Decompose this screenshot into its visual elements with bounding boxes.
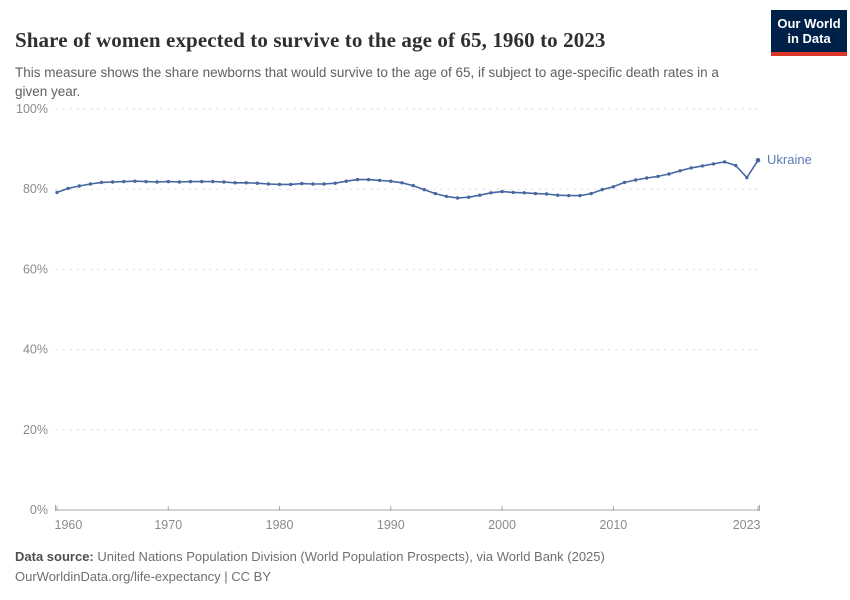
chart-canvas[interactable]: 0% 20% 40% 60% 80% 100% 1960 1970 1980 1990 2000 20… xyxy=(0,95,850,545)
data-point[interactable] xyxy=(734,163,738,168)
data-point[interactable] xyxy=(455,196,460,200)
data-point[interactable] xyxy=(222,180,226,184)
data-point[interactable] xyxy=(722,160,727,164)
data-point[interactable] xyxy=(700,164,705,168)
data-point[interactable] xyxy=(88,182,93,186)
y-tick-label: 40% xyxy=(23,343,48,357)
data-point[interactable] xyxy=(755,158,761,163)
data-point[interactable] xyxy=(211,179,215,184)
data-point[interactable] xyxy=(467,195,471,199)
data-point[interactable] xyxy=(444,194,449,199)
series-label-ukraine[interactable]: Ukraine xyxy=(767,152,812,168)
data-point[interactable] xyxy=(578,193,582,198)
data-point[interactable] xyxy=(711,162,716,166)
data-point[interactable] xyxy=(656,174,660,179)
data-point[interactable] xyxy=(133,179,137,183)
data-point[interactable] xyxy=(667,172,671,176)
data-point[interactable] xyxy=(266,182,271,186)
data-point[interactable] xyxy=(200,179,204,184)
data-point[interactable] xyxy=(533,191,538,196)
series-path[interactable] xyxy=(56,159,759,199)
data-point[interactable] xyxy=(478,193,482,197)
chart-footer: Data source: United Nations Population D… xyxy=(15,547,835,586)
data-point[interactable] xyxy=(277,182,282,187)
data-point[interactable] xyxy=(177,180,182,184)
data-point[interactable] xyxy=(99,180,104,185)
license-link-line[interactable]: OurWorldinData.org/life-expectancy | CC … xyxy=(15,568,272,584)
data-point[interactable] xyxy=(689,166,693,170)
x-tick-label: 1970 xyxy=(154,518,182,532)
data-point[interactable] xyxy=(188,179,193,184)
data-point[interactable] xyxy=(122,179,126,184)
data-point[interactable] xyxy=(645,176,649,180)
data-point[interactable] xyxy=(422,187,426,192)
data-point[interactable] xyxy=(166,179,170,184)
data-point[interactable] xyxy=(411,183,415,188)
x-axis: 1960 1970 1980 1990 2000 2010 2023 xyxy=(55,506,761,532)
x-tick-label: 1960 xyxy=(55,518,83,532)
data-point[interactable] xyxy=(66,186,70,191)
data-point[interactable] xyxy=(389,179,393,183)
chart-area: 0% 20% 40% 60% 80% 100% 1960 1970 1980 1990 2000 20… xyxy=(0,95,850,545)
x-tick-label: 2010 xyxy=(599,518,627,532)
x-tick-label: 2000 xyxy=(488,518,516,532)
y-tick-label: 20% xyxy=(23,423,48,437)
data-point[interactable] xyxy=(322,182,326,186)
x-tick-label: 2023 xyxy=(733,518,761,532)
data-point[interactable] xyxy=(589,191,593,196)
data-point[interactable] xyxy=(633,178,638,182)
y-tick-label: 60% xyxy=(23,262,48,276)
data-point[interactable] xyxy=(333,181,337,185)
y-tick-label: 0% xyxy=(30,503,48,517)
data-point[interactable] xyxy=(489,191,493,195)
chart-subtitle: This measure shows the share newborns th… xyxy=(15,64,719,100)
data-point[interactable] xyxy=(567,193,571,198)
data-point[interactable] xyxy=(110,180,115,184)
data-point[interactable] xyxy=(144,179,148,184)
data-point[interactable] xyxy=(366,177,371,182)
page-title: Share of women expected to survive to th… xyxy=(15,28,606,53)
data-point[interactable] xyxy=(544,192,549,196)
data-point[interactable] xyxy=(678,169,682,173)
owid-logo-line2: in Data xyxy=(787,31,831,46)
x-tick-label: 1980 xyxy=(266,518,294,532)
data-point[interactable] xyxy=(511,190,515,195)
data-source-text: United Nations Population Division (Worl… xyxy=(93,549,605,564)
data-point[interactable] xyxy=(622,180,627,185)
data-point[interactable] xyxy=(255,181,259,185)
data-point[interactable] xyxy=(233,181,237,185)
data-source-label: Data source: xyxy=(15,549,94,564)
data-point[interactable] xyxy=(522,191,526,195)
data-point[interactable] xyxy=(745,175,749,180)
data-point[interactable] xyxy=(400,181,404,185)
data-point[interactable] xyxy=(155,180,159,184)
data-point[interactable] xyxy=(77,184,82,188)
data-point[interactable] xyxy=(344,179,348,183)
data-point[interactable] xyxy=(311,182,315,186)
data-point[interactable] xyxy=(289,182,293,187)
owid-logo-line1: Our World xyxy=(777,16,841,31)
data-point[interactable] xyxy=(500,189,504,194)
data-point[interactable] xyxy=(433,191,437,196)
data-point[interactable] xyxy=(611,185,615,189)
y-tick-label: 100% xyxy=(16,102,48,116)
data-point[interactable] xyxy=(300,181,304,186)
data-point[interactable] xyxy=(244,181,248,185)
x-tick-label: 1990 xyxy=(377,518,405,532)
y-tick-label: 80% xyxy=(23,182,48,196)
data-point[interactable] xyxy=(55,190,59,195)
owid-logo[interactable]: Our World in Data xyxy=(771,10,847,56)
data-point[interactable] xyxy=(556,193,560,197)
gridlines: 0% 20% 40% 60% 80% 100% xyxy=(16,102,762,517)
data-point[interactable] xyxy=(355,177,360,182)
data-source-line: Data source: United Nations Population D… xyxy=(15,547,835,567)
data-point[interactable] xyxy=(378,178,382,183)
data-point[interactable] xyxy=(600,187,604,192)
